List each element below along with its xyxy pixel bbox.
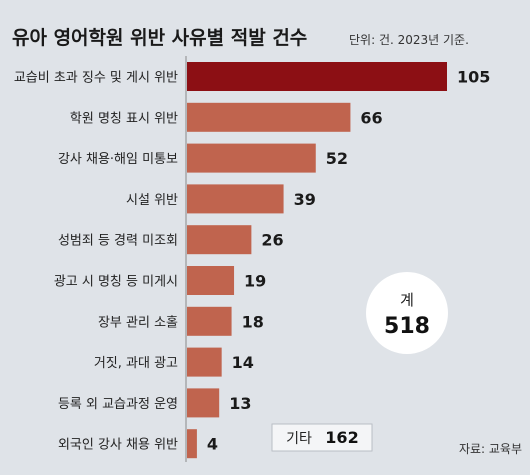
value-label: 66 bbox=[360, 108, 382, 127]
bar bbox=[187, 143, 316, 173]
category-label: 장부 관리 소홀 bbox=[98, 315, 178, 330]
bar bbox=[187, 184, 284, 214]
category-label: 강사 채용·해임 미통보 bbox=[58, 152, 178, 167]
bar bbox=[187, 429, 197, 459]
category-label: 시설 위반 bbox=[126, 193, 178, 208]
source-label: 자료: 교육부 bbox=[459, 442, 522, 456]
bar bbox=[187, 266, 235, 295]
category-label: 외국인 강사 채용 위반 bbox=[58, 438, 178, 453]
bar bbox=[187, 62, 447, 91]
bar bbox=[187, 306, 232, 336]
category-label: 거짓, 과대 광고 bbox=[94, 356, 178, 371]
category-label: 광고 시 명칭 등 미게시 bbox=[54, 275, 178, 290]
value-label: 4 bbox=[207, 435, 218, 454]
value-label: 105 bbox=[457, 68, 490, 87]
value-label: 19 bbox=[244, 272, 266, 291]
other-label: 기타 bbox=[286, 431, 312, 447]
value-label: 26 bbox=[261, 231, 283, 250]
bar bbox=[187, 102, 351, 132]
value-label: 39 bbox=[294, 190, 316, 209]
bar bbox=[187, 225, 252, 255]
category-label: 등록 외 교습과정 운영 bbox=[58, 397, 178, 412]
chart-title: 유아 영어학원 위반 사유별 적발 건수 bbox=[12, 27, 307, 49]
bar-group: 교습비 초과 징수 및 게시 위반 105 학원 명칭 표시 위반 66 강사 채용·해… bbox=[14, 62, 490, 459]
bar bbox=[187, 388, 220, 418]
bar bbox=[187, 347, 222, 377]
unit-note: 단위: 건. 2023년 기준. bbox=[349, 33, 469, 47]
other-value: 162 bbox=[325, 428, 358, 447]
category-label: 교습비 초과 징수 및 게시 위반 bbox=[14, 71, 178, 86]
category-label: 성범죄 등 경력 미조회 bbox=[58, 234, 178, 249]
value-label: 18 bbox=[242, 312, 264, 331]
value-label: 13 bbox=[229, 394, 251, 413]
total-label: 계 bbox=[400, 291, 414, 309]
total-circle bbox=[366, 272, 448, 354]
category-label: 학원 명칭 표시 위반 bbox=[70, 111, 178, 126]
other-box bbox=[271, 423, 373, 452]
value-label: 52 bbox=[326, 149, 348, 168]
value-label: 14 bbox=[232, 353, 254, 372]
total-value: 518 bbox=[384, 314, 430, 339]
